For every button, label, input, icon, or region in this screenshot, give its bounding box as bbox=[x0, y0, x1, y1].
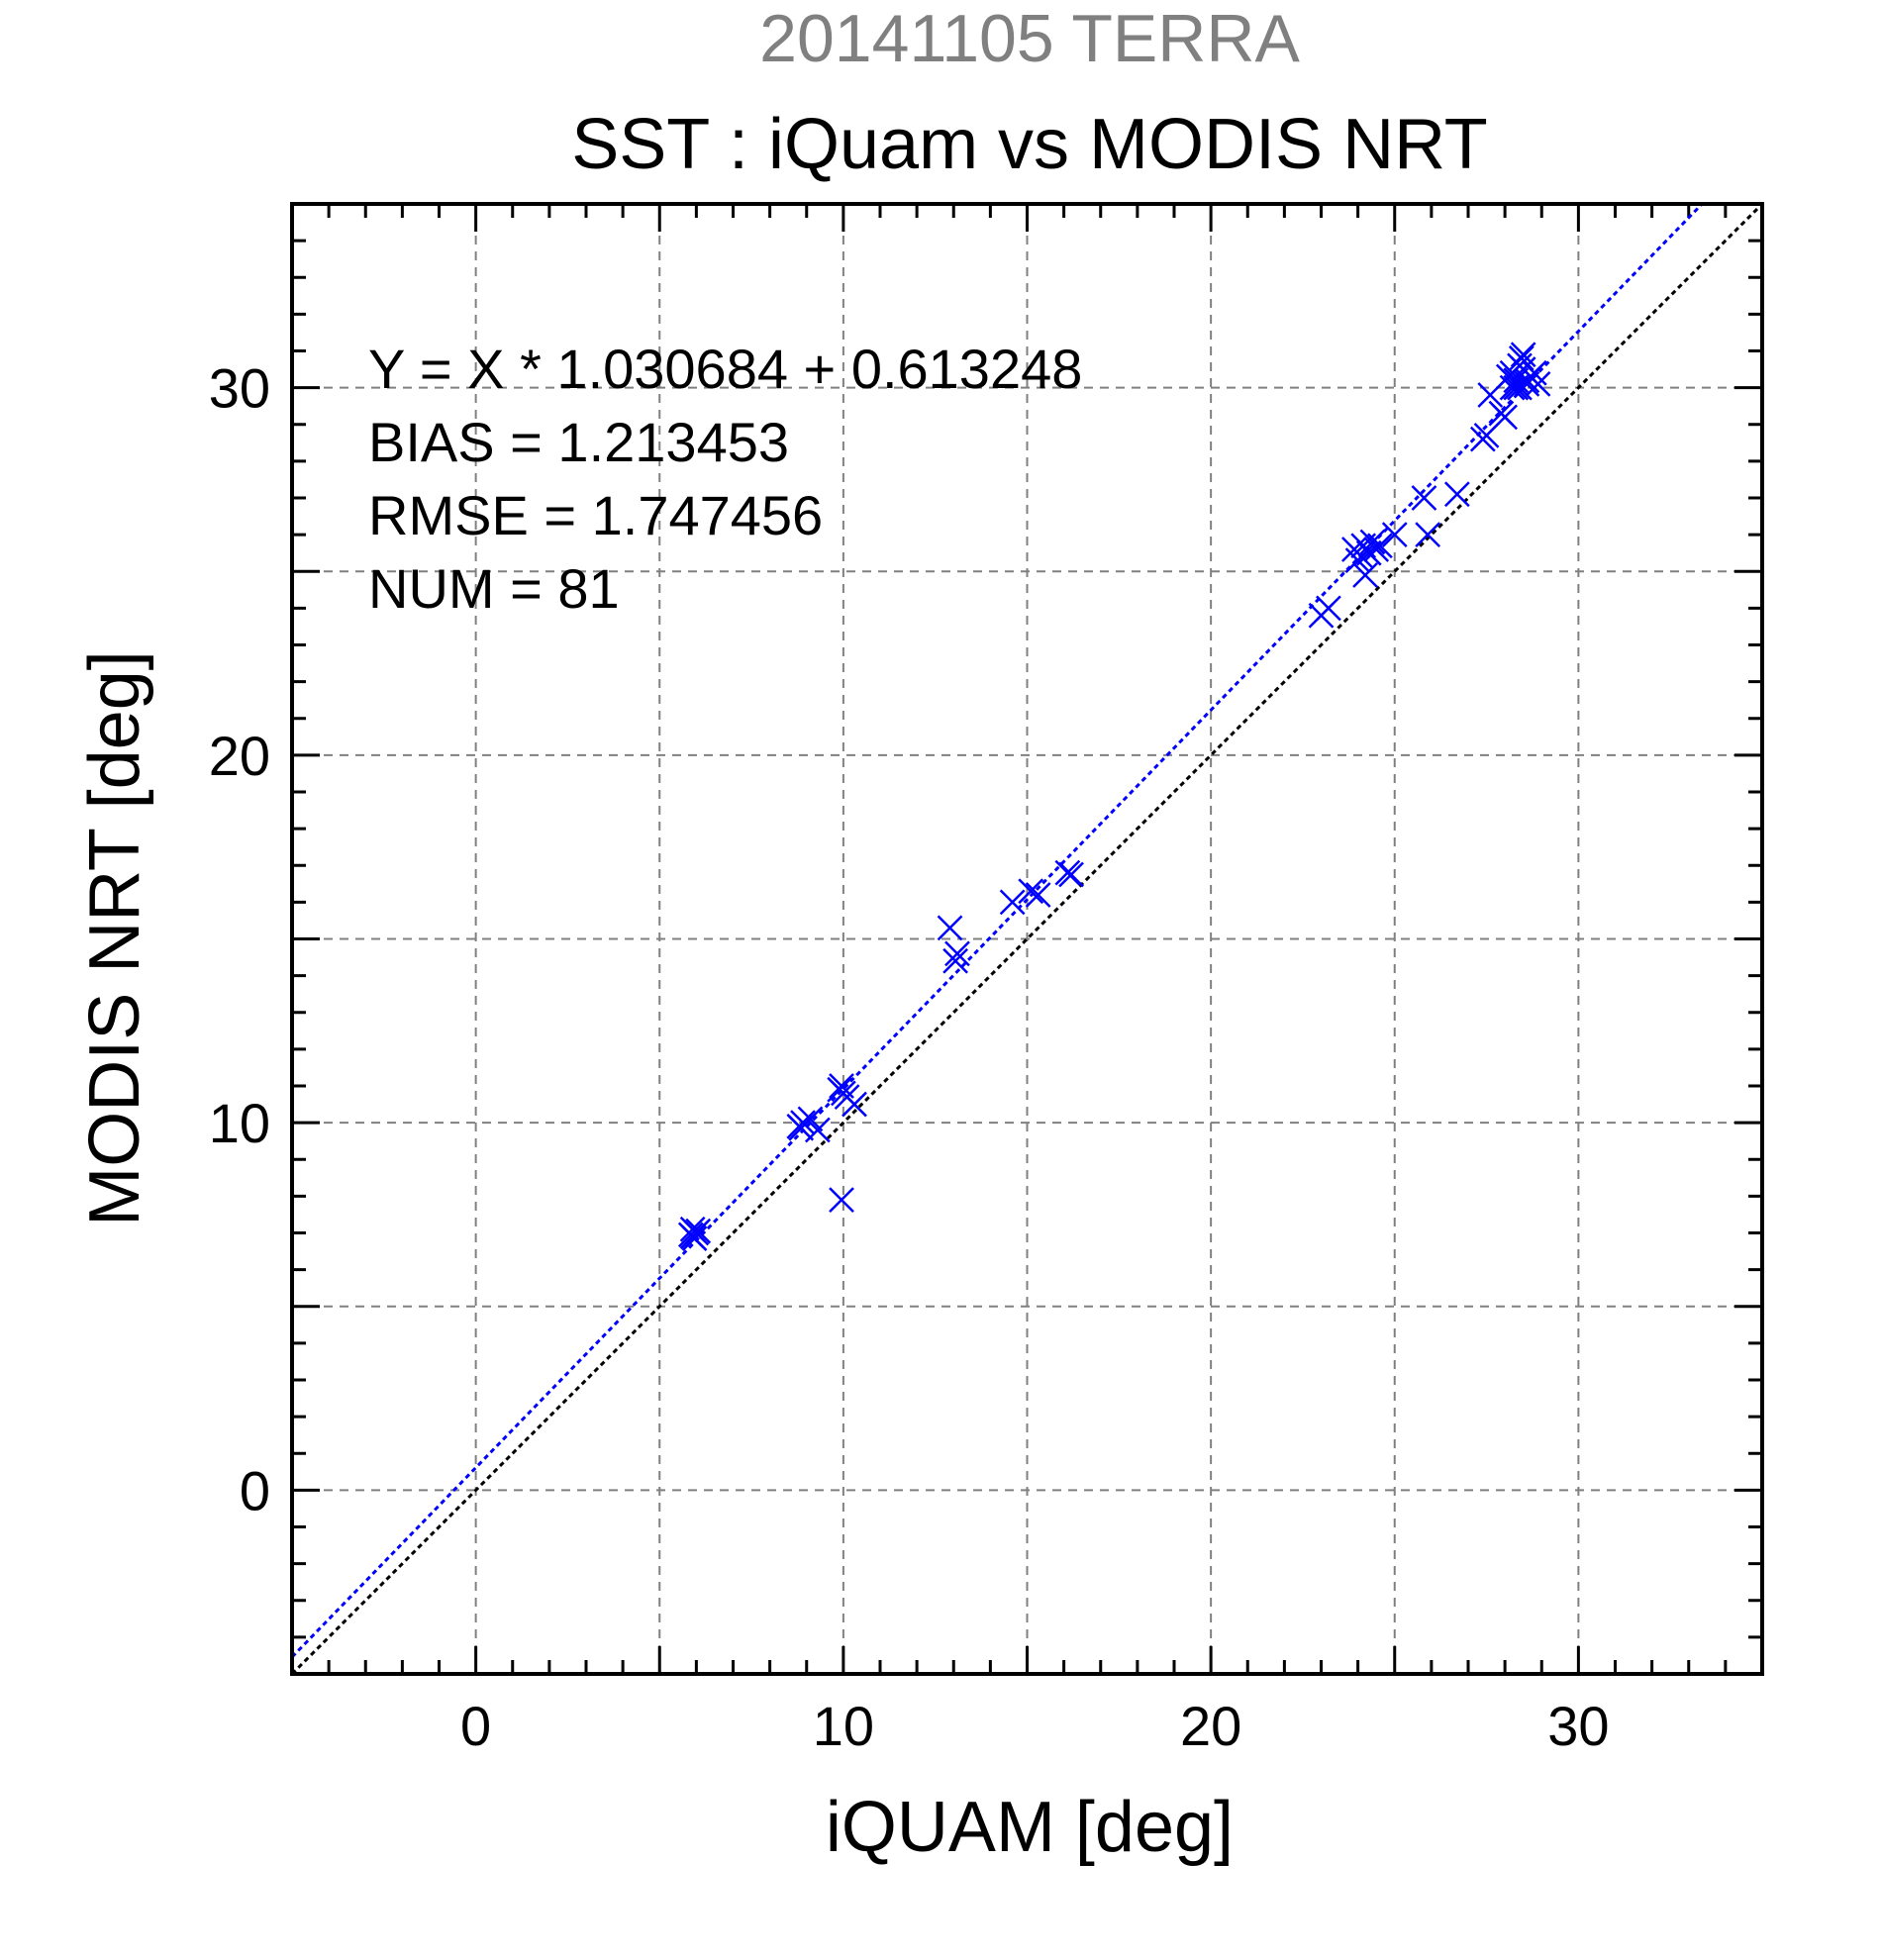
data-point bbox=[942, 947, 968, 974]
data-point bbox=[1352, 562, 1378, 588]
marker-stroke bbox=[790, 1110, 816, 1136]
data-point bbox=[1359, 529, 1386, 555]
marker-stroke bbox=[677, 1222, 704, 1248]
marker-stroke bbox=[944, 940, 970, 967]
x-tick-label: 0 bbox=[460, 1695, 491, 1757]
data-point bbox=[1411, 485, 1437, 511]
marker-stroke bbox=[1367, 533, 1393, 559]
marker-stroke bbox=[1443, 481, 1470, 508]
marker-stroke bbox=[942, 947, 968, 974]
marker-stroke bbox=[1018, 878, 1044, 905]
stats-box: Y = X * 1.030684 + 0.613248 BIAS = 1.213… bbox=[368, 338, 1082, 620]
chart-subtitle: SST : iQuam vs MODIS NRT bbox=[571, 105, 1488, 184]
marker-stroke bbox=[1525, 371, 1551, 397]
reference-lines bbox=[290, 202, 1764, 1676]
data-point bbox=[1492, 404, 1519, 431]
marker-stroke bbox=[1508, 345, 1534, 371]
data-point bbox=[790, 1110, 816, 1136]
data-point bbox=[685, 1218, 712, 1244]
marker-stroke bbox=[1381, 522, 1408, 548]
data-point bbox=[797, 1106, 824, 1132]
marker-stroke bbox=[1352, 562, 1378, 588]
y-tick-labels: 0 10 20 30 bbox=[209, 357, 270, 1522]
marker-stroke bbox=[797, 1106, 824, 1132]
marker-stroke bbox=[685, 1218, 712, 1244]
marker-stroke bbox=[1492, 404, 1519, 431]
data-point bbox=[1316, 595, 1341, 622]
y-tick-label: 30 bbox=[209, 357, 270, 420]
data-point bbox=[1503, 374, 1530, 401]
num-value: NUM = 81 bbox=[368, 557, 620, 620]
data-point bbox=[1018, 878, 1044, 905]
marker-stroke bbox=[829, 1073, 854, 1099]
x-axis-label: iQUAM [deg] bbox=[826, 1788, 1234, 1867]
x-tick-labels: 0 10 20 30 bbox=[460, 1695, 1609, 1757]
x-tick-label: 20 bbox=[1180, 1695, 1241, 1757]
rmse-value: RMSE = 1.747456 bbox=[368, 484, 823, 546]
data-point bbox=[1415, 522, 1441, 548]
marker-stroke bbox=[1510, 356, 1536, 382]
data-point bbox=[1381, 522, 1408, 548]
identity-line bbox=[290, 202, 1764, 1676]
fit-equation: Y = X * 1.030684 + 0.613248 bbox=[368, 338, 1082, 400]
marker-stroke bbox=[842, 1091, 867, 1118]
marker-stroke bbox=[1058, 861, 1084, 888]
regression-line bbox=[290, 202, 1704, 1658]
marker-stroke bbox=[1359, 529, 1386, 555]
y-axis-label: MODIS NRT [deg] bbox=[75, 650, 154, 1226]
data-point bbox=[944, 940, 970, 967]
marker-stroke bbox=[1415, 522, 1441, 548]
x-tick-label: 30 bbox=[1547, 1695, 1609, 1757]
y-tick-label: 10 bbox=[209, 1092, 270, 1154]
data-point bbox=[805, 1117, 831, 1143]
data-point bbox=[842, 1091, 867, 1118]
data-point bbox=[1443, 481, 1470, 508]
data-points bbox=[677, 342, 1551, 1251]
marker-stroke bbox=[1411, 485, 1437, 511]
marker-stroke bbox=[1503, 374, 1530, 401]
data-point bbox=[937, 915, 963, 941]
y-tick-label: 0 bbox=[240, 1459, 270, 1521]
data-point bbox=[829, 1187, 854, 1213]
x-tick-label: 10 bbox=[813, 1695, 874, 1757]
marker-stroke bbox=[1503, 367, 1530, 394]
data-point bbox=[1514, 367, 1540, 394]
marker-stroke bbox=[1054, 859, 1081, 886]
marker-stroke bbox=[1514, 367, 1540, 394]
data-point bbox=[1367, 533, 1393, 559]
bias-value: BIAS = 1.213453 bbox=[368, 411, 789, 473]
marker-stroke bbox=[829, 1187, 854, 1213]
marker-stroke bbox=[805, 1117, 831, 1143]
chart-title: 20141105 TERRA bbox=[759, 1, 1300, 76]
data-point bbox=[1025, 882, 1051, 908]
data-point bbox=[1508, 345, 1534, 371]
marker-stroke bbox=[1025, 882, 1051, 908]
plot-frame bbox=[290, 202, 1764, 1676]
data-point bbox=[1058, 861, 1084, 888]
marker-stroke bbox=[999, 889, 1026, 916]
data-point bbox=[999, 889, 1026, 916]
marker-stroke bbox=[937, 915, 963, 941]
y-tick-label: 20 bbox=[209, 725, 270, 787]
data-point bbox=[677, 1222, 704, 1248]
marker-stroke bbox=[1316, 595, 1341, 622]
data-point bbox=[1054, 859, 1081, 886]
